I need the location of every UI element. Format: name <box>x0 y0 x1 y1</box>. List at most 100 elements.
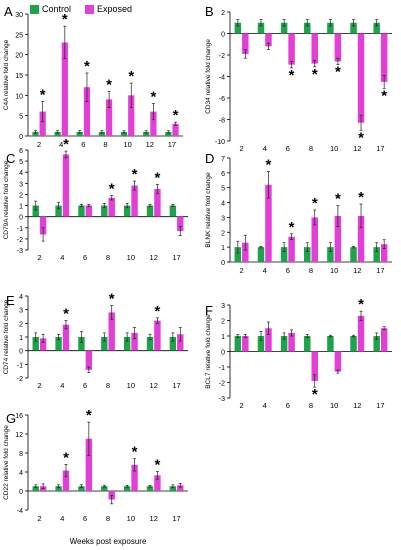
bar-exposed <box>265 328 272 352</box>
panel-letter-G: G <box>6 411 16 426</box>
y-tick-label: 5 <box>221 186 225 193</box>
x-tick-label: 6 <box>286 401 290 410</box>
bar-exposed <box>357 33 365 123</box>
bar-exposed <box>357 215 365 262</box>
y-tick-label: 0 <box>19 349 23 356</box>
y-tick-label: 8 <box>19 451 23 458</box>
bar-exposed <box>85 350 93 370</box>
bar-exposed <box>108 197 115 217</box>
x-tick-label: 17 <box>168 140 176 149</box>
bar-exposed <box>150 111 157 136</box>
x-tick-label: 6 <box>286 266 290 275</box>
bar-control <box>169 205 177 217</box>
significance-star: * <box>150 88 156 105</box>
x-tick-label: 10 <box>330 401 338 410</box>
legend: Control Exposed <box>30 4 132 14</box>
significance-star: * <box>84 58 90 75</box>
y-tick-label: 2 <box>221 319 225 326</box>
significance-star: * <box>289 219 295 236</box>
bar-control <box>373 336 380 352</box>
x-tick-label: 4 <box>60 381 64 390</box>
y-tick-label: 15 <box>15 73 23 80</box>
bar-control <box>76 131 83 136</box>
control-swatch <box>30 4 39 14</box>
y-tick-label: -2 <box>219 381 225 388</box>
bar-exposed <box>288 332 295 352</box>
y-axis-label: CD22 relative fold change <box>3 425 10 500</box>
y-tick-label: 5 <box>19 159 23 166</box>
significance-star: * <box>312 195 318 212</box>
y-axis-label: C4A relative fold change <box>3 39 10 110</box>
significance-star: * <box>132 444 138 461</box>
significance-star: * <box>312 386 318 403</box>
y-axis-label: CD34 relative fold change <box>205 39 212 114</box>
x-tick-label: 17 <box>172 381 180 390</box>
legend-label-control: Control <box>42 4 72 14</box>
y-tick-label: -2 <box>219 53 225 60</box>
bar-exposed <box>83 87 91 136</box>
bar-control <box>257 247 265 262</box>
x-tick-label: 2 <box>37 253 41 262</box>
bar-control <box>123 337 131 351</box>
bar-control <box>350 247 357 262</box>
panel-letter-F: F <box>205 303 213 318</box>
x-tick-label: 17 <box>376 266 384 275</box>
bar-exposed <box>177 485 184 491</box>
bar-control <box>101 486 108 491</box>
bar-exposed <box>177 216 184 232</box>
y-tick-label: 0 <box>19 134 23 141</box>
significance-star: * <box>106 76 112 93</box>
bar-exposed <box>334 33 342 62</box>
x-tick-label: 6 <box>286 144 290 153</box>
bar-control <box>373 22 380 34</box>
bar-control <box>257 22 265 34</box>
significance-star: * <box>154 169 160 186</box>
significance-star: * <box>109 181 115 198</box>
significance-star: * <box>266 156 272 173</box>
panel-G: G -4 0 4 8 12 16 CD22 relative fold change 2 4 6 8 1… <box>3 407 188 523</box>
y-tick-label: -4 <box>219 75 225 82</box>
significance-star: * <box>62 11 68 28</box>
bar-exposed <box>380 33 388 82</box>
y-tick-label: 3 <box>19 181 23 188</box>
bar-exposed <box>62 154 70 217</box>
x-tick-label: 12 <box>150 381 158 390</box>
panel-letter-D: D <box>205 151 214 166</box>
bar-control <box>123 486 131 491</box>
bar-control <box>234 336 242 352</box>
bar-exposed <box>288 236 295 262</box>
x-tick-label: 10 <box>330 266 338 275</box>
x-tick-label: 17 <box>376 144 384 153</box>
panel-letter-B: B <box>205 4 214 19</box>
bar-control <box>373 247 380 262</box>
bar-exposed <box>334 215 342 262</box>
legend-item-exposed: Exposed <box>85 4 132 14</box>
bar-control <box>143 131 150 136</box>
x-tick-label: 8 <box>309 266 313 275</box>
y-tick-label: 0 <box>221 32 225 39</box>
y-tick-label: -10 <box>215 139 225 146</box>
bar-exposed <box>380 328 388 352</box>
bar-exposed <box>154 475 161 491</box>
bar-exposed <box>39 338 47 351</box>
bar-exposed <box>154 320 161 351</box>
y-tick-label: 20 <box>15 53 23 60</box>
y-tick-label: -6 <box>219 96 225 103</box>
y-tick-label: 2 <box>19 321 23 328</box>
significance-star: * <box>335 191 341 208</box>
y-tick-label: 12 <box>15 432 23 439</box>
bar-control <box>78 205 85 217</box>
bar-exposed <box>154 188 161 217</box>
significance-star: * <box>312 66 318 83</box>
y-tick-label: -1 <box>219 365 225 372</box>
y-axis-label: CD74 relative fold change <box>3 299 10 374</box>
significance-star: * <box>86 407 92 424</box>
x-tick-label: 6 <box>83 253 87 262</box>
y-tick-label: 30 <box>15 12 23 19</box>
x-tick-label: 4 <box>60 253 64 262</box>
y-tick-label: 3 <box>221 215 225 222</box>
y-tick-label: 1 <box>221 245 225 252</box>
bar-exposed <box>380 244 388 262</box>
